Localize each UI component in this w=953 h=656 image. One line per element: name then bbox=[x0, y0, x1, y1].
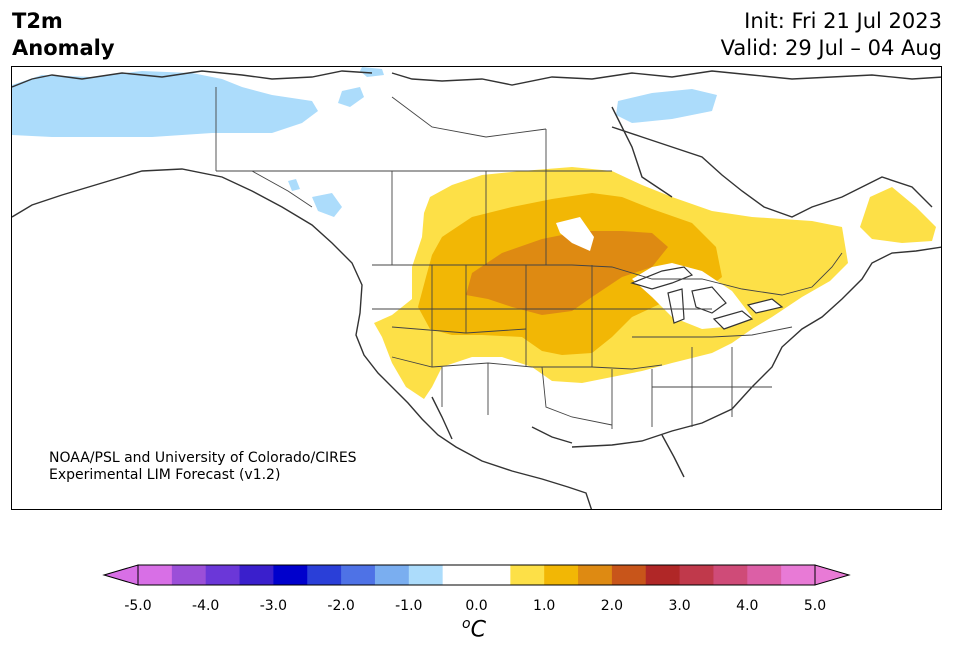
colorbar-swatch bbox=[510, 565, 545, 585]
colorbar-swatch bbox=[578, 565, 613, 585]
map-title: T2m Anomaly bbox=[12, 8, 115, 62]
neutral-patch bbox=[556, 217, 594, 251]
colorbar-ticks: -5.0 -4.0 -3.0 -2.0 -1.0 0.0 1.0 2.0 3.0 4.0 5.0 bbox=[0, 598, 953, 616]
colorbar-swatch bbox=[341, 565, 376, 585]
colorbar-min-extension bbox=[102, 564, 139, 586]
colorbar-swatch bbox=[307, 565, 342, 585]
colorbar-swatch bbox=[408, 565, 444, 585]
colorbar-tick-label: 1.0 bbox=[533, 598, 556, 614]
colorbar-swatch bbox=[273, 565, 308, 585]
colorbar-swatch bbox=[171, 565, 207, 585]
colorbar-graphic bbox=[102, 564, 851, 586]
cold-anomaly-small bbox=[288, 179, 300, 191]
colorbar-swatch bbox=[138, 565, 173, 585]
colorbar-swatch bbox=[713, 565, 748, 585]
colorbar bbox=[0, 560, 953, 600]
cold-anomaly-arctic-2 bbox=[338, 87, 364, 107]
cold-anomaly-alaska bbox=[12, 71, 318, 137]
colorbar-swatch bbox=[476, 565, 511, 585]
colorbar-swatch bbox=[747, 565, 782, 585]
warm-anomaly-northeast bbox=[860, 187, 936, 243]
political-borders bbox=[215, 87, 843, 429]
colorbar-unit: oC bbox=[462, 616, 486, 642]
colorbar-swatch bbox=[239, 565, 274, 585]
colorbar-swatch bbox=[442, 565, 477, 585]
map-panel bbox=[11, 66, 942, 510]
credit-line-2: Experimental LIM Forecast (v1.2) bbox=[49, 467, 281, 483]
colorbar-tick-label: 2.0 bbox=[600, 598, 624, 614]
valid-range: Valid: 29 Jul – 04 Aug bbox=[720, 36, 942, 60]
coastlines bbox=[12, 70, 941, 509]
colorbar-tick-label: -5.0 bbox=[124, 598, 152, 614]
colorbar-tick-label: -4.0 bbox=[192, 598, 220, 614]
colorbar-swatch bbox=[544, 565, 579, 585]
credit-line-1: NOAA/PSL and University of Colorado/CIRE… bbox=[49, 450, 357, 466]
colorbar-frame bbox=[137, 564, 816, 586]
title-line-1: T2m bbox=[12, 9, 63, 33]
forecast-info: Init: Fri 21 Jul 2023 Valid: 29 Jul – 04… bbox=[721, 8, 942, 62]
title-line-2: Anomaly bbox=[12, 36, 115, 60]
colorbar-swatch bbox=[781, 565, 816, 585]
colorbar-tick-label: -3.0 bbox=[259, 598, 288, 614]
colorbar-tick-label: 0.0 bbox=[465, 598, 488, 614]
cold-anomaly-hudson bbox=[616, 89, 717, 123]
anomaly-map bbox=[12, 67, 941, 509]
colorbar-tick-label: -2.0 bbox=[327, 598, 355, 614]
colorbar-swatch bbox=[611, 565, 647, 585]
cold-anomaly-arctic-1 bbox=[360, 67, 384, 77]
init-date: Init: Fri 21 Jul 2023 bbox=[744, 9, 942, 33]
unit-superscript: o bbox=[462, 616, 471, 632]
colorbar-swatch bbox=[374, 565, 410, 585]
great-lakes bbox=[630, 266, 784, 330]
credit-text: NOAA/PSL and University of Colorado/CIRE… bbox=[49, 450, 357, 484]
cold-anomaly-coast bbox=[312, 193, 342, 217]
warm-anomaly-level-3 bbox=[466, 231, 668, 315]
unit-letter: C bbox=[470, 617, 486, 643]
colorbar-swatch bbox=[679, 565, 714, 585]
colorbar-swatch bbox=[205, 565, 241, 585]
colorbar-swatch bbox=[645, 565, 681, 585]
colorbar-tick-label: 5.0 bbox=[803, 598, 827, 614]
colorbar-max-extension bbox=[814, 564, 851, 586]
colorbar-tick-label: 4.0 bbox=[736, 598, 759, 614]
colorbar-tick-label: -1.0 bbox=[395, 598, 423, 614]
colorbar-tick-label: 3.0 bbox=[668, 598, 691, 614]
